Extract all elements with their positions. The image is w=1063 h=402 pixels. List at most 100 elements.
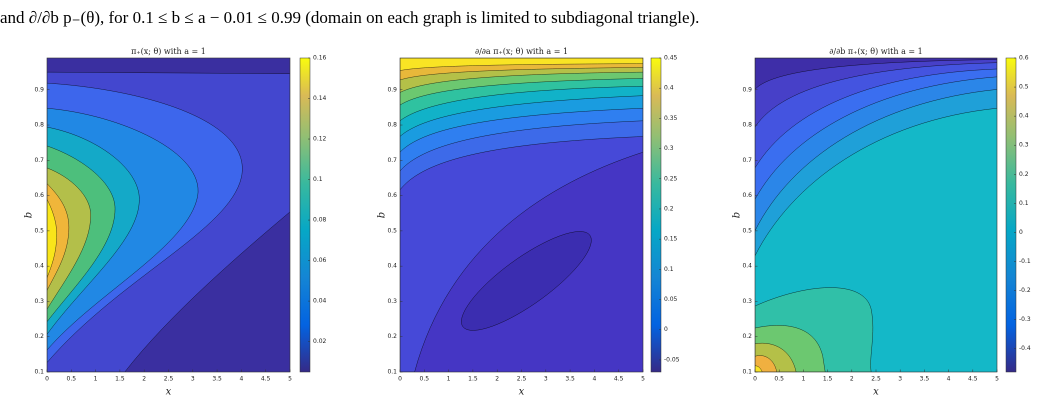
- colorbar-tick-label: 0.2: [664, 205, 674, 212]
- x-tick-label: 2.5: [517, 376, 527, 383]
- x-tick-label: 3: [191, 376, 195, 383]
- colorbar-tick-label: -0.3: [1019, 316, 1031, 323]
- colorbar-tick-label: 0.16: [313, 55, 327, 62]
- y-tick-label: 0.7: [34, 157, 44, 164]
- x-tick-label: 1.5: [115, 376, 125, 383]
- colorbar-tick-label: 0.45: [664, 55, 678, 62]
- caption: and ∂/∂b p₋(θ), for 0.1 ≤ b ≤ a − 0.01 ≤…: [0, 8, 700, 27]
- y-tick-label: 0.6: [34, 192, 44, 199]
- y-tick-label: 0.3: [34, 298, 44, 305]
- x-tick-label: 4.5: [968, 376, 978, 383]
- colorbar-tick-label: 0.06: [313, 257, 327, 264]
- colorbar: [650, 57, 662, 373]
- x-tick-label: 3: [544, 376, 548, 383]
- y-tick-label: 0.9: [742, 86, 752, 93]
- y-tick-label: 0.3: [742, 298, 752, 305]
- colorbar-tick-label: 0.25: [664, 175, 678, 182]
- y-tick-label: 0.2: [742, 333, 752, 340]
- x-tick-label: 1: [94, 376, 98, 383]
- x-tick-label: 2: [495, 376, 499, 383]
- x-tick-label: 0.5: [67, 376, 77, 383]
- x-tick-label: 4.5: [614, 376, 624, 383]
- colorbar-tick-label: 0.6: [1019, 55, 1029, 62]
- colorbar-tick-label: 0.04: [313, 298, 327, 305]
- chart-title: ∂/∂a π₊(x; θ) with a = 1: [475, 47, 568, 56]
- colorbar-tick-label: 0.12: [313, 136, 327, 143]
- colorbar-tick-label: 0.35: [664, 115, 678, 122]
- x-tick-label: 2: [142, 376, 146, 383]
- y-tick-label: 0.4: [34, 263, 44, 270]
- x-tick-label: 1: [447, 376, 451, 383]
- y-tick-label: 0.4: [742, 263, 752, 270]
- x-tick-label: 2: [850, 376, 854, 383]
- y-tick-label: 0.6: [387, 192, 397, 199]
- chart-title: π₊(x; θ) with a = 1: [131, 47, 206, 56]
- colorbar-tick-label: -0.2: [1019, 287, 1031, 294]
- x-tick-label: 1.5: [468, 376, 478, 383]
- x-tick-label: 2.5: [164, 376, 174, 383]
- y-tick-label: 0.5: [742, 227, 752, 234]
- x-axis-label: x: [166, 387, 172, 398]
- colorbar-tick-label: 0.05: [664, 296, 678, 303]
- x-tick-label: 0: [45, 376, 49, 383]
- colorbar-tick-label: 0.3: [664, 145, 674, 152]
- x-tick-label: 0: [753, 376, 757, 383]
- colorbar-tick-label: -0.1: [1019, 258, 1031, 265]
- y-axis-label: b: [732, 212, 743, 218]
- colorbar: [1005, 57, 1017, 373]
- x-tick-label: 3.5: [565, 376, 575, 383]
- y-tick-label: 0.1: [742, 369, 752, 376]
- x-tick-label: 1: [801, 376, 805, 383]
- y-tick-label: 0.5: [387, 227, 397, 234]
- colorbar-tick-label: 0.14: [313, 95, 327, 102]
- x-tick-label: 4.5: [261, 376, 271, 383]
- y-tick-label: 0.2: [34, 333, 44, 340]
- y-tick-label: 0.1: [387, 369, 397, 376]
- x-axis-label: x: [519, 387, 525, 398]
- colorbar-tick-label: 0.15: [664, 236, 678, 243]
- y-tick-label: 0.4: [387, 263, 397, 270]
- x-tick-label: 1.5: [823, 376, 833, 383]
- y-tick-label: 0.6: [742, 192, 752, 199]
- contour-fill: [47, 58, 290, 372]
- y-tick-label: 0.2: [387, 333, 397, 340]
- y-axis-label: b: [377, 212, 388, 218]
- y-tick-label: 0.8: [387, 122, 397, 129]
- x-axis-label: x: [873, 387, 879, 398]
- colorbar-tick-label: -0.4: [1019, 345, 1031, 352]
- x-tick-label: 4: [947, 376, 951, 383]
- colorbar-tick-label: 0: [664, 326, 668, 333]
- y-tick-label: 0.7: [387, 157, 397, 164]
- y-tick-label: 0.3: [387, 298, 397, 305]
- contour-fill: [400, 58, 643, 372]
- colorbar-tick-label: 0.5: [1019, 84, 1029, 91]
- colorbar-tick-label: 0.02: [313, 338, 327, 345]
- colorbar-tick-label: 0.2: [1019, 171, 1029, 178]
- colorbar-tick-label: 0.1: [1019, 200, 1029, 207]
- colorbar-tick-label: 0.4: [1019, 113, 1029, 120]
- x-tick-label: 5: [995, 376, 999, 383]
- x-tick-label: 0.5: [774, 376, 784, 383]
- y-tick-label: 0.5: [34, 227, 44, 234]
- colorbar-tick-label: 0: [1019, 229, 1023, 236]
- x-tick-label: 0: [398, 376, 402, 383]
- colorbar: [299, 57, 311, 373]
- y-tick-label: 0.8: [742, 122, 752, 129]
- colorbar-tick-label: 0.1: [313, 176, 323, 183]
- contour-fill: [755, 58, 997, 372]
- colorbar-tick-label: 0.4: [664, 85, 674, 92]
- colorbar-tick-label: 0.1: [664, 266, 674, 273]
- y-tick-label: 0.9: [34, 86, 44, 93]
- colorbar-tick-label: -0.05: [664, 356, 680, 363]
- y-tick-label: 0.7: [742, 157, 752, 164]
- x-tick-label: 4: [592, 376, 596, 383]
- y-tick-label: 0.1: [34, 369, 44, 376]
- colorbar-tick-label: 0.3: [1019, 142, 1029, 149]
- x-tick-label: 0.5: [420, 376, 430, 383]
- y-axis-label: b: [24, 212, 35, 218]
- x-tick-label: 3.5: [920, 376, 930, 383]
- chart-title: ∂/∂b π₊(x; θ) with a = 1: [829, 47, 922, 56]
- y-tick-label: 0.8: [34, 122, 44, 129]
